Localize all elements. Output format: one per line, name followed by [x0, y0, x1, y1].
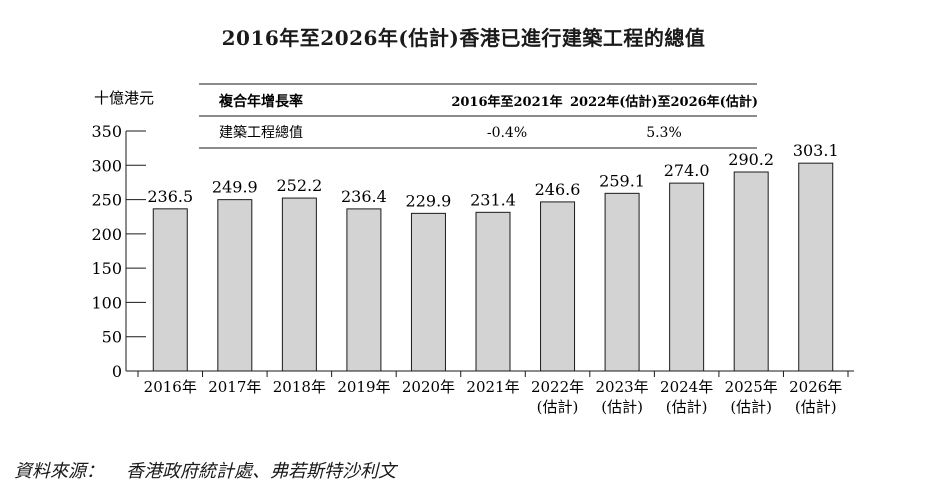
- source-label: 資料來源：: [14, 461, 104, 482]
- x-tick-note: (估計): [730, 398, 772, 416]
- bar: [540, 201, 576, 372]
- table-header-period-1: 2016年至2021年: [451, 94, 562, 110]
- x-tick-label: 2024年: [660, 378, 713, 396]
- y-tick-label: 350: [91, 122, 122, 141]
- bar: [217, 199, 253, 372]
- y-tick-label: 0: [112, 362, 122, 381]
- bar-value-label: 259.1: [599, 171, 645, 190]
- chart-title: 2016年至2026年(估計)香港已進行建築工程的總值: [221, 26, 706, 50]
- bar-value-label: 290.2: [728, 150, 774, 169]
- x-tick-label: 2020年: [402, 378, 455, 396]
- x-tick-label: 2021年: [466, 378, 519, 396]
- table-header-period-2: 2022年(估計)至2026年(估計): [570, 94, 758, 110]
- bar: [281, 197, 317, 372]
- table-cagr-1: -0.4%: [487, 125, 527, 141]
- bar-value-label: 274.0: [664, 161, 710, 180]
- x-tick-label: 2018年: [273, 378, 326, 396]
- bar: [152, 208, 188, 372]
- y-axis-label: 十億港元: [94, 89, 154, 107]
- source-note: 資料來源： 香港政府統計處、弗若斯特沙利文: [14, 457, 418, 483]
- source-text: 香港政府統計處、弗若斯特沙利文: [126, 461, 396, 482]
- bar: [669, 182, 705, 372]
- bar: [604, 192, 640, 372]
- bar: [733, 171, 769, 372]
- bar: [410, 212, 446, 372]
- table-header-label: 複合年增長率: [218, 93, 303, 110]
- y-tick-label: 50: [102, 328, 122, 347]
- x-tick-note: (估計): [795, 398, 837, 416]
- bar-value-label: 236.4: [341, 187, 387, 206]
- x-tick-label: 2017年: [208, 378, 261, 396]
- x-tick-label: 2023年: [595, 378, 648, 396]
- y-tick-label: 300: [91, 156, 122, 175]
- bar-value-label: 249.9: [212, 178, 258, 197]
- y-tick-label: 100: [91, 293, 122, 312]
- x-tick-label: 2016年: [144, 378, 197, 396]
- x-tick-note: (估計): [666, 398, 708, 416]
- y-tick-label: 250: [91, 191, 122, 210]
- table-row-label: 建築工程總值: [219, 124, 303, 141]
- bar-value-label: 231.4: [470, 190, 516, 209]
- bar: [475, 211, 511, 372]
- x-tick-note: (估計): [537, 398, 579, 416]
- bar-value-label: 252.2: [276, 176, 322, 195]
- bar-value-label: 246.6: [535, 180, 581, 199]
- bar-value-label: 236.5: [147, 187, 193, 206]
- bar-value-label: 229.9: [406, 191, 452, 210]
- y-tick-label: 150: [91, 259, 122, 278]
- x-tick-note: (估計): [601, 398, 643, 416]
- bar: [346, 208, 382, 372]
- bar: [798, 162, 834, 372]
- bar-value-label: 303.1: [793, 141, 839, 160]
- x-tick-label: 2019年: [337, 378, 390, 396]
- table-cagr-2: 5.3%: [646, 125, 682, 141]
- y-tick-label: 200: [91, 225, 122, 244]
- x-tick-label: 2022年: [531, 378, 584, 396]
- x-tick-label: 2026年: [789, 378, 842, 396]
- x-tick-label: 2025年: [725, 378, 778, 396]
